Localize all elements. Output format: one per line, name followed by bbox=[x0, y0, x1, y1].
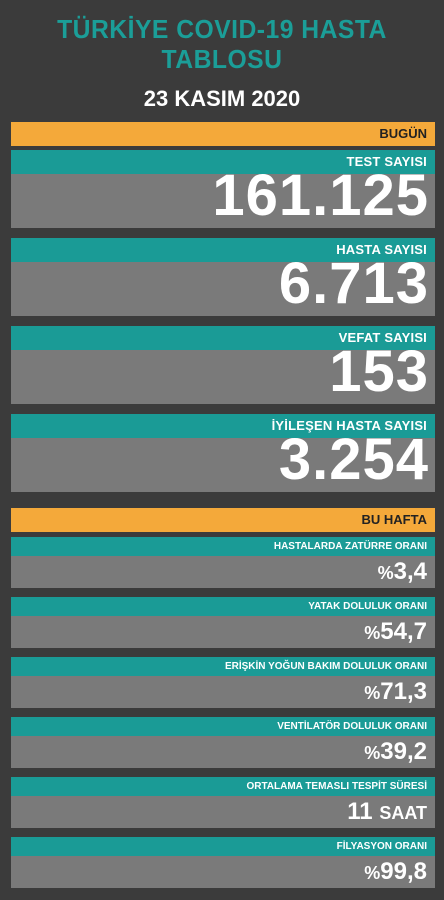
card-body bbox=[11, 174, 435, 228]
page-title: TÜRKİYE COVID-19 HASTA TABLOSU bbox=[11, 14, 433, 74]
stat-value: 161.125 bbox=[212, 163, 429, 228]
week-value: %71,3 bbox=[364, 678, 427, 705]
week-value: 11 SAAT bbox=[347, 798, 427, 825]
card-body bbox=[11, 736, 435, 768]
week-value: %54,7 bbox=[364, 618, 427, 645]
stat-label: HASTA SAYISI bbox=[336, 242, 427, 257]
card-band bbox=[11, 537, 435, 556]
stat-label: İYİLEŞEN HASTA SAYISI bbox=[271, 418, 427, 433]
week-label: HASTALARDA ZATÜRRE ORANI bbox=[273, 541, 427, 552]
week-value: %39,2 bbox=[364, 738, 427, 765]
card-band bbox=[11, 414, 435, 438]
stat-label: VEFAT SAYISI bbox=[338, 330, 427, 345]
card-body bbox=[11, 262, 435, 316]
stat-value: 6.713 bbox=[278, 251, 429, 316]
title-line-1: TÜRKİYE COVID-19 HASTA bbox=[57, 14, 387, 44]
week-value: %99,8 bbox=[364, 858, 427, 885]
card-body bbox=[11, 616, 435, 648]
week-card-bed-occupancy: YATAK DOLULUK ORANI %54,7 bbox=[11, 597, 435, 648]
card-body bbox=[11, 438, 435, 492]
week-label: FİLYASYON ORANI bbox=[336, 841, 427, 852]
card-band bbox=[11, 238, 435, 262]
card-body bbox=[11, 556, 435, 588]
card-body bbox=[11, 350, 435, 404]
week-value: %3,4 bbox=[377, 558, 427, 585]
stat-card-patients: HASTA SAYISI 6.713 bbox=[11, 238, 435, 316]
section-today: BUGÜN bbox=[11, 122, 435, 146]
card-body bbox=[11, 856, 435, 888]
card-band bbox=[11, 657, 435, 676]
title-line-2: TABLOSU bbox=[161, 44, 283, 74]
card-band bbox=[11, 837, 435, 856]
card-band bbox=[11, 597, 435, 616]
week-card-icu-occupancy: ERİŞKİN YOĞUN BAKIM DOLULUK ORANI %71,3 bbox=[11, 657, 435, 708]
stat-value: 153 bbox=[329, 339, 429, 404]
stat-card-deaths: VEFAT SAYISI 153 bbox=[11, 326, 435, 404]
week-card-filiation-rate: FİLYASYON ORANI %99,8 bbox=[11, 837, 435, 888]
card-band bbox=[11, 150, 435, 174]
week-card-pneumonia: HASTALARDA ZATÜRRE ORANI %3,4 bbox=[11, 537, 435, 588]
week-label: YATAK DOLULUK ORANI bbox=[308, 601, 427, 612]
card-band bbox=[11, 326, 435, 350]
stat-card-test: TEST SAYISI 161.125 bbox=[11, 150, 435, 228]
week-card-contact-tracing-time: ORTALAMA TEMASLI TESPİT SÜRESİ 11 SAAT bbox=[11, 777, 435, 828]
week-label: ERİŞKİN YOĞUN BAKIM DOLULUK ORANI bbox=[224, 661, 427, 672]
section-this-week: BU HAFTA bbox=[11, 508, 435, 532]
card-body bbox=[11, 796, 435, 828]
week-label: ORTALAMA TEMASLI TESPİT SÜRESİ bbox=[246, 781, 427, 792]
stat-label: TEST SAYISI bbox=[346, 154, 427, 169]
week-card-ventilator-occupancy: VENTİLATÖR DOLULUK ORANI %39,2 bbox=[11, 717, 435, 768]
card-band bbox=[11, 777, 435, 796]
stat-card-recovered: İYİLEŞEN HASTA SAYISI 3.254 bbox=[11, 414, 435, 492]
card-band bbox=[11, 717, 435, 736]
report-date: 23 KASIM 2020 bbox=[143, 86, 301, 111]
stat-value: 3.254 bbox=[278, 427, 429, 492]
card-body bbox=[11, 676, 435, 708]
week-label: VENTİLATÖR DOLULUK ORANI bbox=[277, 721, 427, 732]
